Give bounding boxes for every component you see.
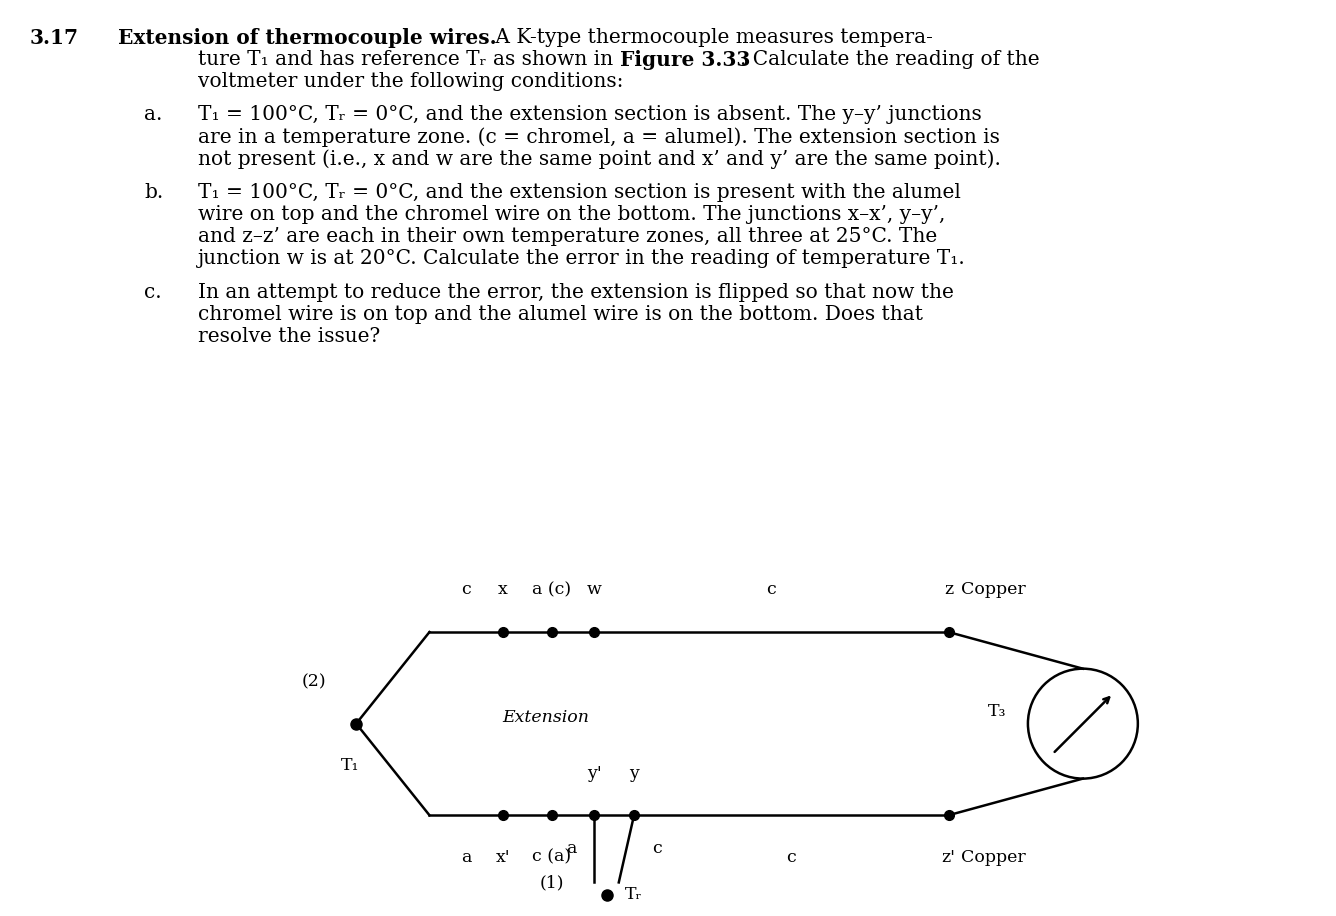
Text: T₁ = 100°C, Tᵣ = 0°C, and the extension section is absent. The y–y’ junctions: T₁ = 100°C, Tᵣ = 0°C, and the extension … (198, 105, 982, 124)
Text: c.: c. (144, 283, 162, 302)
Text: wire on top and the chromel wire on the bottom. The junctions x–x’, y–y’,: wire on top and the chromel wire on the … (198, 205, 945, 224)
Text: A K-type thermocouple measures tempera-: A K-type thermocouple measures tempera- (489, 28, 933, 47)
Text: chromel wire is on top and the alumel wire is on the bottom. Does that: chromel wire is on top and the alumel wi… (198, 305, 923, 324)
Text: Figure 3.33: Figure 3.33 (620, 50, 751, 70)
Text: c: c (767, 582, 776, 598)
Text: c: c (787, 849, 796, 866)
Text: junction w is at 20°C. Calculate the error in the reading of temperature T₁.: junction w is at 20°C. Calculate the err… (198, 249, 966, 268)
Text: y: y (629, 765, 639, 781)
Text: T₁ = 100°C, Tᵣ = 0°C, and the extension section is present with the alumel: T₁ = 100°C, Tᵣ = 0°C, and the extension … (198, 183, 961, 202)
Text: T₃: T₃ (989, 703, 1006, 720)
Text: c: c (652, 840, 663, 857)
Text: Extension: Extension (502, 709, 589, 726)
Text: y': y' (587, 765, 601, 781)
Text: a: a (565, 840, 576, 857)
Text: x: x (498, 582, 508, 598)
Text: Copper: Copper (961, 849, 1026, 866)
Text: (2): (2) (301, 673, 326, 690)
Text: c: c (461, 582, 472, 598)
Text: a.: a. (144, 105, 163, 124)
Text: w: w (587, 582, 601, 598)
Text: a (c): a (c) (532, 582, 572, 598)
Text: (1): (1) (540, 874, 564, 891)
Text: and z–z’ are each in their own temperature zones, all three at 25°C. The: and z–z’ are each in their own temperatu… (198, 227, 937, 246)
Text: T₁: T₁ (341, 758, 359, 774)
Text: ture T₁ and has reference Tᵣ as shown in: ture T₁ and has reference Tᵣ as shown in (198, 50, 619, 69)
Text: c (a): c (a) (532, 849, 572, 866)
Text: x': x' (496, 849, 510, 866)
Text: . Calculate the reading of the: . Calculate the reading of the (740, 50, 1039, 69)
Text: In an attempt to reduce the error, the extension is flipped so that now the: In an attempt to reduce the error, the e… (198, 283, 954, 302)
Text: are in a temperature zone. (c = chromel, a = alumel). The extension section is: are in a temperature zone. (c = chromel,… (198, 127, 999, 147)
Text: Copper: Copper (961, 582, 1026, 598)
Text: resolve the issue?: resolve the issue? (198, 327, 379, 346)
Text: voltmeter under the following conditions:: voltmeter under the following conditions… (198, 72, 623, 91)
Text: Extension of thermocouple wires.: Extension of thermocouple wires. (118, 28, 496, 48)
Text: not present (i.e., x and w are the same point and x’ and y’ are the same point).: not present (i.e., x and w are the same … (198, 149, 1001, 169)
Text: z': z' (942, 849, 955, 866)
Text: a: a (461, 849, 472, 866)
Text: Tᵣ: Tᵣ (625, 886, 643, 903)
Text: b.: b. (144, 183, 163, 202)
Text: z: z (945, 582, 953, 598)
Text: 3.17: 3.17 (29, 28, 79, 48)
